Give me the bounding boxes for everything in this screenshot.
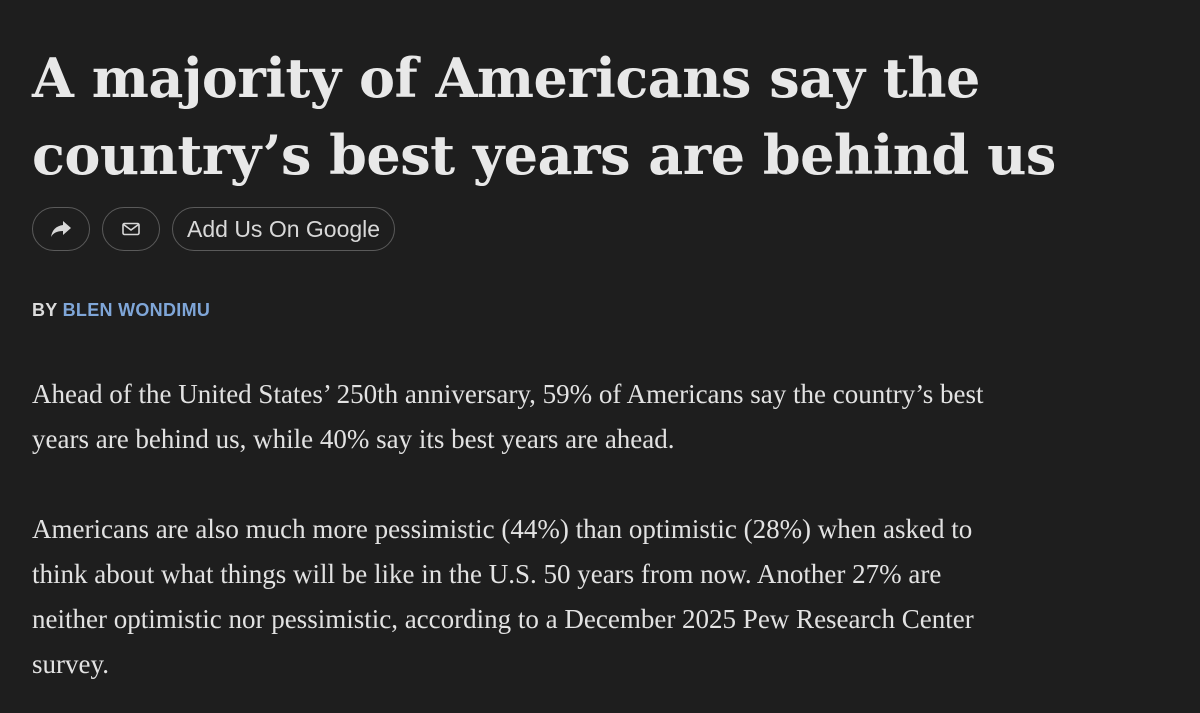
paragraph-line: years are behind us, while 40% say its b… xyxy=(32,424,675,454)
byline-prefix: BY xyxy=(32,300,58,320)
paragraph-line: Ahead of the United States’ 250th annive… xyxy=(32,379,984,409)
envelope-icon xyxy=(122,222,140,236)
add-us-on-google-label: Add Us On Google xyxy=(187,215,381,242)
share-arrow-icon xyxy=(51,221,71,237)
paragraph-line: Americans are also much more pessimistic… xyxy=(32,514,973,544)
share-button[interactable] xyxy=(32,207,90,251)
share-actions: Add Us On Google xyxy=(32,207,396,253)
body-paragraph-1: Ahead of the United States’ 250th annive… xyxy=(32,372,1172,462)
author-link[interactable]: BLEN WONDIMU xyxy=(62,300,211,320)
byline: BY BLEN WONDIMU xyxy=(32,300,210,321)
paragraph-line: think about what things will be like in … xyxy=(32,559,942,589)
paragraph-line: neither optimistic nor pessimistic, acco… xyxy=(32,604,974,634)
headline-line-2: country’s best years are behind us xyxy=(32,123,1056,187)
email-button[interactable] xyxy=(102,207,160,251)
body-paragraph-2: Americans are also much more pessimistic… xyxy=(32,507,1172,687)
paragraph-line: survey. xyxy=(32,649,109,679)
add-us-on-google-button[interactable]: Add Us On Google xyxy=(172,207,396,251)
headline-line-1: A majority of Americans say the xyxy=(32,46,980,110)
headline: A majority of Americans say the country’… xyxy=(32,40,1172,194)
